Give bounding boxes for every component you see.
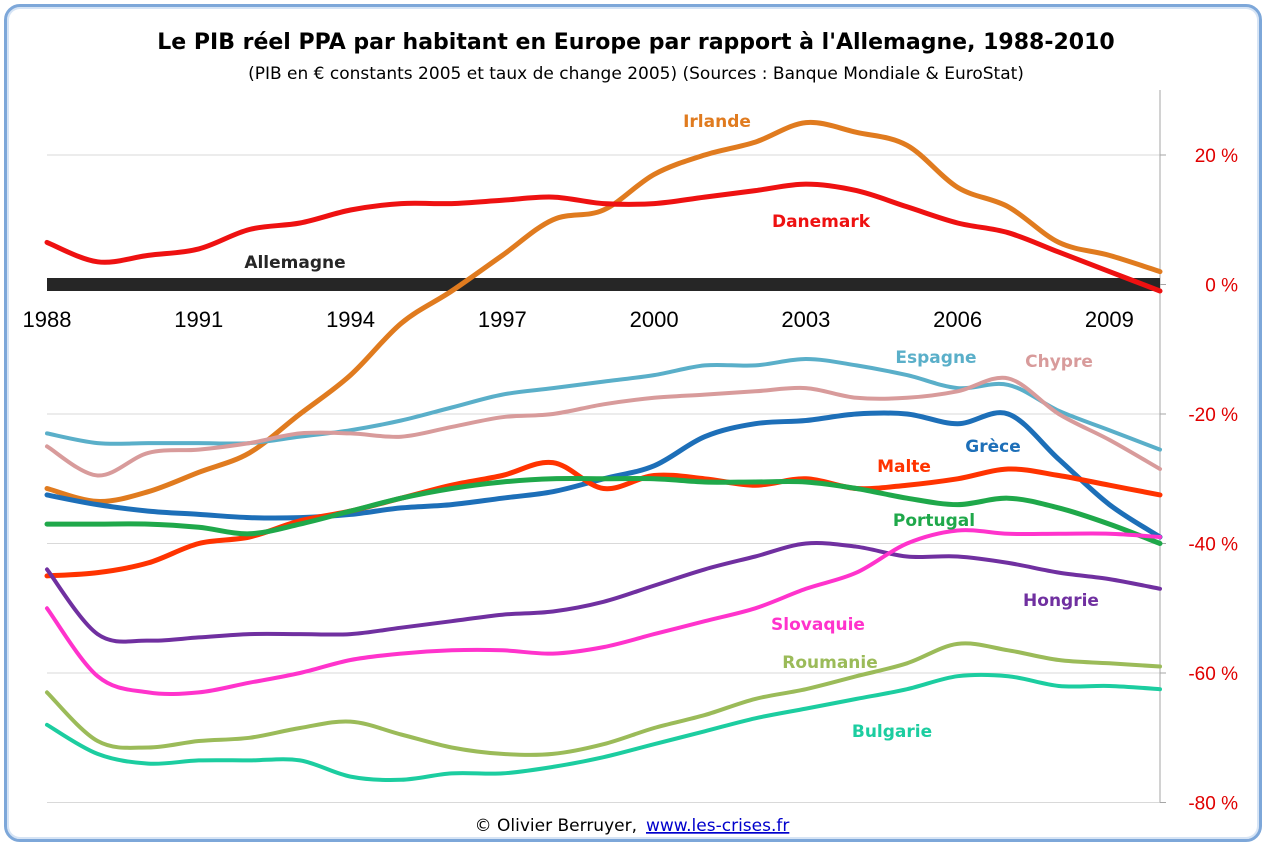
series-line-grece <box>44 410 1163 540</box>
series-label-danemark: Danemark <box>772 212 871 232</box>
chart-frame <box>4 4 1262 842</box>
x-tick-label: 2000 <box>630 307 679 332</box>
y-tick-label: -40 % <box>1188 535 1238 556</box>
series-line-portugal <box>44 476 1163 546</box>
x-tick-label: 2006 <box>933 307 982 332</box>
chart-subtitle: (PIB en € constants 2005 et taux de chan… <box>248 64 1024 84</box>
series-label-allemagne: Allemagne <box>244 253 345 273</box>
series-line-chypre <box>45 375 1162 478</box>
x-tick-label: 2003 <box>781 307 830 332</box>
footer-link[interactable]: www.les-crises.fr <box>646 816 789 836</box>
y-tick-label: 20 % <box>1195 146 1238 167</box>
y-tick-label: -60 % <box>1188 664 1238 685</box>
series-line-malte <box>44 459 1163 579</box>
series-label-malte: Malte <box>877 457 931 477</box>
y-axis: 20 % 0 % -20 % -40 % -60 % -80 % <box>1159 90 1238 815</box>
series-label-portugal: Portugal <box>893 511 975 531</box>
series-line-roumanie <box>45 641 1162 757</box>
series-line-danemark <box>44 181 1163 294</box>
series-line-hongrie <box>45 541 1162 644</box>
series-label-roumanie: Roumanie <box>782 653 878 673</box>
series-label-chypre: Chypre <box>1025 352 1093 372</box>
x-tick-label: 1988 <box>23 307 72 332</box>
series-lines <box>44 119 1163 783</box>
x-tick-label: 1991 <box>174 307 223 332</box>
series-line-irlande <box>44 119 1163 504</box>
x-tick-label: 1997 <box>478 307 527 332</box>
series-label-irlande: Irlande <box>683 112 751 132</box>
footer-copyright: © Olivier Berruyer, <box>475 816 637 836</box>
series-label-slovaquie: Slovaquie <box>771 615 865 635</box>
series-line-bulgarie <box>45 672 1162 783</box>
series-label-bulgarie: Bulgarie <box>852 722 932 742</box>
series-label-grece: Grèce <box>965 437 1020 457</box>
series-label-espagne: Espagne <box>895 348 976 368</box>
y-tick-label: 0 % <box>1205 276 1238 297</box>
series-labels: Irlande Danemark Allemagne Espagne Chypre Grè… <box>244 112 1099 742</box>
y-tick-label: -20 % <box>1188 405 1238 426</box>
x-tick-label: 2009 <box>1085 307 1134 332</box>
chart-title: Le PIB réel PPA par habitant en Europe p… <box>157 30 1114 55</box>
series-line-slovaquie <box>45 528 1162 697</box>
x-tick-label: 1994 <box>326 307 375 332</box>
series-label-hongrie: Hongrie <box>1023 591 1099 611</box>
y-tick-label: -80 % <box>1188 794 1238 815</box>
gridlines <box>47 154 1160 803</box>
footer: © Olivier Berruyer, www.les-crises.fr <box>475 816 790 836</box>
x-axis: 1988 1991 1994 1997 2000 2003 2006 2009 <box>23 307 1134 332</box>
